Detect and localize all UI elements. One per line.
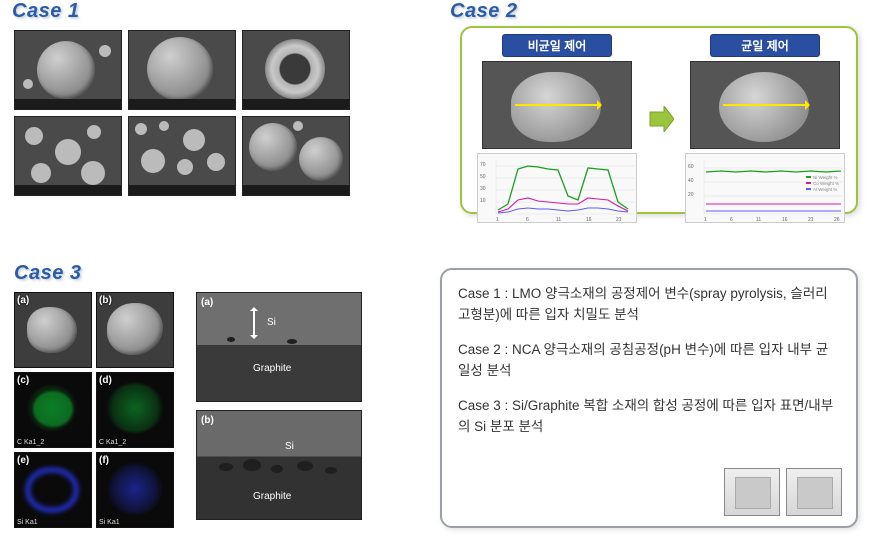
svg-text:16: 16 xyxy=(782,217,788,223)
svg-text:70: 70 xyxy=(480,162,486,168)
map-tile: (c) C Ka1_2 xyxy=(14,372,92,448)
map-tile: (e) Si Ka1 xyxy=(14,452,92,528)
tile-tag: (c) xyxy=(17,375,29,386)
case3-map-grid: (a) (b) (c) C Ka1_2 (d) C Ka1_2 (e) Si K… xyxy=(14,292,174,528)
svg-text:Co Weight %: Co Weight % xyxy=(813,181,839,186)
case2-description: Case 2 : NCA 양극소재의 공침공정(pH 변수)에 따른 입자 내부… xyxy=(458,340,840,382)
si-label: Si xyxy=(285,441,294,452)
tile-tag: (a) xyxy=(17,295,29,306)
svg-text:30: 30 xyxy=(480,186,486,192)
case3-cross-sections: (a) Si Graphite (b) Si Graphite xyxy=(196,292,362,528)
case2-left-chart: 70 50 30 10 1 6 11 16 21 xyxy=(477,153,637,223)
svg-text:11: 11 xyxy=(556,217,561,223)
svg-text:Ni Weight %: Ni Weight % xyxy=(813,175,838,180)
sem-tile xyxy=(128,116,236,196)
description-panel: Case 1 : LMO 양극소재의 공정제어 변수(spray pyrolys… xyxy=(440,268,858,528)
svg-text:50: 50 xyxy=(480,174,486,180)
equipment-photo xyxy=(724,468,780,516)
equipment-photos xyxy=(724,468,842,516)
case2-left-column: 비균일 제어 70 50 30 10 1 6 11 16 21 xyxy=(472,34,642,223)
case2-right-chart: 60 40 20 1 6 11 16 21 26 Ni Weight % Co … xyxy=(685,153,845,223)
sem-tile xyxy=(242,30,350,110)
tile-foot: Si Ka1 xyxy=(17,519,38,526)
svg-text:20: 20 xyxy=(688,192,694,198)
sem-tile xyxy=(14,30,122,110)
equipment-photo xyxy=(786,468,842,516)
case3-description: Case 3 : Si/Graphite 복합 소재의 합성 공정에 따른 입자… xyxy=(458,396,840,438)
map-tile: (d) C Ka1_2 xyxy=(96,372,174,448)
case3-label: Case 3 xyxy=(14,262,82,285)
xsec-tag: (a) xyxy=(201,297,213,308)
tile-foot: C Ka1_2 xyxy=(17,439,44,446)
svg-text:40: 40 xyxy=(688,178,694,184)
svg-text:Al Weight %: Al Weight % xyxy=(813,187,837,192)
tile-foot: C Ka1_2 xyxy=(99,439,126,446)
svg-text:16: 16 xyxy=(586,217,592,223)
case2-right-title: 균일 제어 xyxy=(710,34,820,57)
case1-sem-grid xyxy=(14,30,350,196)
map-tile: (b) xyxy=(96,292,174,368)
xsec-tag: (b) xyxy=(201,415,214,426)
case1-description: Case 1 : LMO 양극소재의 공정제어 변수(spray pyrolys… xyxy=(458,284,840,326)
tile-tag: (e) xyxy=(17,455,29,466)
case2-panel: 비균일 제어 70 50 30 10 1 6 11 16 21 xyxy=(460,26,858,214)
tile-tag: (d) xyxy=(99,375,112,386)
si-label: Si xyxy=(267,317,276,328)
xsec-b: (b) Si Graphite xyxy=(196,410,362,520)
svg-text:1: 1 xyxy=(496,217,499,223)
graphite-label: Graphite xyxy=(253,491,291,502)
map-tile: (f) Si Ka1 xyxy=(96,452,174,528)
sem-tile xyxy=(14,116,122,196)
transition-arrow-icon xyxy=(648,106,674,132)
svg-text:21: 21 xyxy=(808,217,814,223)
case2-left-title: 비균일 제어 xyxy=(502,34,612,57)
xsec-a: (a) Si Graphite xyxy=(196,292,362,402)
tile-foot: Si Ka1 xyxy=(99,519,120,526)
linescan-arrow-icon xyxy=(515,104,601,106)
svg-text:1: 1 xyxy=(704,217,707,223)
tile-tag: (f) xyxy=(99,455,109,466)
tile-tag: (b) xyxy=(99,295,112,306)
svg-text:6: 6 xyxy=(730,217,733,223)
map-tile: (a) xyxy=(14,292,92,368)
sem-tile xyxy=(242,116,350,196)
svg-text:10: 10 xyxy=(480,198,486,204)
case1-label: Case 1 xyxy=(12,0,80,23)
svg-text:6: 6 xyxy=(526,217,529,223)
graphite-label: Graphite xyxy=(253,363,291,374)
sem-tile xyxy=(128,30,236,110)
case2-right-sem xyxy=(690,61,840,149)
case2-label: Case 2 xyxy=(450,0,518,23)
svg-text:26: 26 xyxy=(834,217,840,223)
svg-text:21: 21 xyxy=(616,217,622,223)
svg-text:60: 60 xyxy=(688,164,694,170)
case2-right-column: 균일 제어 60 40 20 1 6 11 16 21 26 xyxy=(680,34,850,223)
linescan-arrow-icon xyxy=(723,104,809,106)
svg-text:11: 11 xyxy=(756,217,761,223)
case2-left-sem xyxy=(482,61,632,149)
